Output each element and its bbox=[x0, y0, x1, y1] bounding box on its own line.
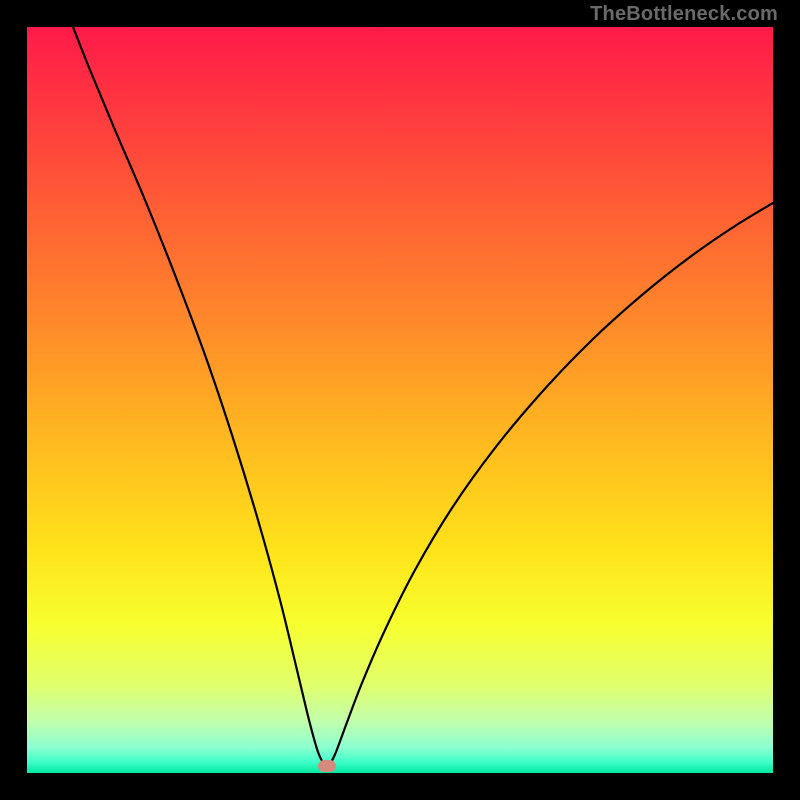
bottleneck-chart bbox=[0, 0, 800, 800]
watermark-text: TheBottleneck.com bbox=[590, 3, 778, 26]
optimum-marker bbox=[318, 760, 336, 772]
plot-background bbox=[27, 27, 773, 773]
